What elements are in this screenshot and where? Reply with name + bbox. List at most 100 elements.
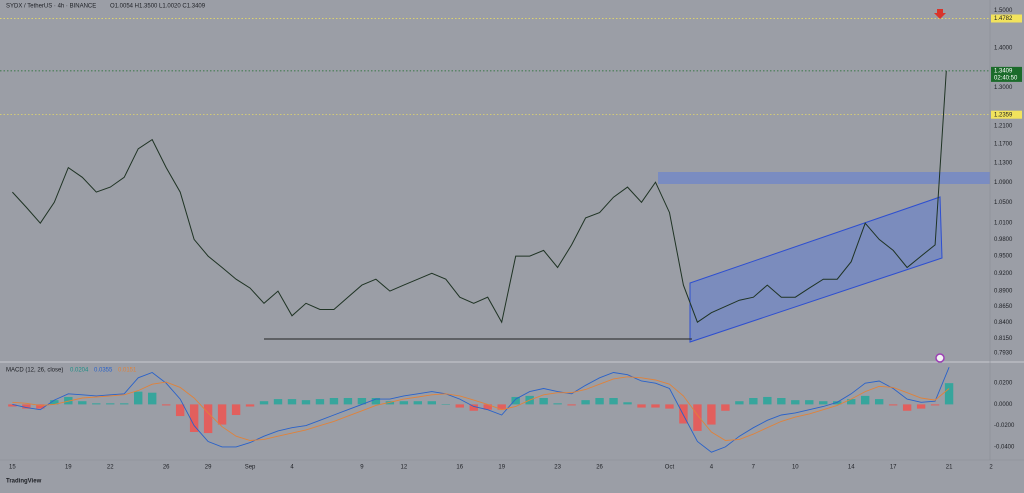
histogram-bar — [64, 396, 73, 405]
histogram-bar — [259, 401, 269, 405]
signal-line — [12, 376, 950, 441]
x-tick-label: 4 — [290, 465, 294, 471]
histogram-bar — [399, 401, 409, 405]
histogram-bar — [777, 398, 786, 405]
histogram-bar — [693, 404, 702, 431]
x-tick-label: 7 — [752, 465, 756, 471]
y-tick-label: 0.8650 — [994, 304, 1013, 310]
x-tick-label: 14 — [848, 465, 855, 471]
x-tick-label: 12 — [400, 465, 407, 471]
y-tick-label: -0.0200 — [994, 423, 1015, 429]
y-tick-label: 0.8150 — [994, 336, 1013, 342]
histogram-bar — [651, 404, 660, 408]
price-label: 1.3409 — [994, 68, 1013, 74]
histogram-bar — [469, 404, 478, 411]
histogram-bar — [217, 404, 227, 425]
y-tick-label: 0.9200 — [994, 271, 1013, 277]
price-label-box — [991, 14, 1022, 23]
y-tick-label: 1.0900 — [994, 180, 1013, 186]
histogram-bar — [819, 401, 828, 405]
y-tick-label: -0.0400 — [994, 444, 1015, 450]
histogram-bar — [847, 399, 856, 405]
down-arrow — [934, 9, 946, 19]
x-tick-label: 16 — [456, 465, 463, 471]
histogram-bar — [106, 403, 115, 405]
histogram-bar — [36, 404, 45, 409]
x-tick-label: 9 — [360, 465, 364, 471]
y-tick-label: 0.9800 — [994, 237, 1013, 243]
histogram-bar — [92, 403, 101, 405]
y-tick-label: 1.2100 — [994, 124, 1013, 130]
macd-title: MACD (12, 26, close) — [6, 368, 63, 374]
histogram-bar — [134, 391, 143, 405]
histogram-bar — [721, 404, 730, 411]
price-label: 1.4782 — [994, 16, 1013, 22]
x-tick-label: 29 — [205, 465, 212, 471]
y-tick-label: 1.1300 — [994, 160, 1013, 166]
y-tick-label: 0.0000 — [994, 402, 1013, 408]
histogram-bar — [441, 404, 450, 405]
histogram-bar — [273, 399, 283, 405]
x-tick-label: 10 — [792, 465, 799, 471]
countdown: 02:40:50 — [994, 75, 1018, 81]
macd-readout: 0.0204 — [70, 368, 89, 374]
rising-channel — [689, 196, 943, 343]
price-line-series — [12, 70, 947, 324]
y-tick-label: 0.9500 — [994, 254, 1013, 260]
histogram-bar — [944, 383, 954, 405]
alert-icon[interactable] — [935, 353, 945, 363]
y-tick-label: 0.7930 — [994, 351, 1013, 357]
price-label-box — [991, 110, 1022, 119]
histogram-bar — [357, 398, 367, 405]
histogram-bar — [707, 404, 716, 425]
x-tick-label: 4 — [710, 465, 714, 471]
x-tick-label: 26 — [596, 465, 603, 471]
histogram-bar — [301, 400, 311, 405]
x-tick-label: 17 — [890, 465, 897, 471]
histogram-bar — [805, 400, 814, 405]
histogram-bar — [371, 398, 381, 405]
histogram-bar — [413, 401, 423, 405]
histogram-bar — [539, 398, 548, 405]
histogram-bar — [637, 404, 646, 408]
histogram-bar — [791, 400, 800, 405]
histogram-bar — [50, 400, 59, 405]
ohlc-readout: O1.0054 H1.3500 L1.0020 C1.3409 — [110, 4, 206, 10]
histogram-bar — [385, 401, 395, 405]
histogram-bar — [902, 404, 912, 411]
histogram-bar — [553, 403, 562, 405]
histogram-bar — [343, 398, 353, 405]
y-tick-label: 1.0500 — [994, 200, 1013, 206]
histogram-bar — [497, 404, 506, 410]
x-tick-label: 26 — [163, 465, 170, 471]
macd-readout: 0.0355 — [94, 368, 113, 374]
histogram-bar — [175, 404, 185, 417]
histogram-bar — [581, 400, 590, 405]
histogram-bar — [315, 399, 325, 405]
price-label: 1.2359 — [994, 112, 1013, 118]
y-tick-label: 0.0200 — [994, 381, 1013, 387]
histogram-bar — [735, 401, 744, 405]
histogram-bar — [161, 404, 171, 406]
histogram-bar — [120, 403, 129, 405]
histogram-bar — [749, 398, 758, 405]
chart-title: SYDX / TetherUS · 4h · BINANCE — [6, 4, 96, 10]
histogram-bar — [329, 398, 339, 405]
histogram-bar — [679, 404, 688, 424]
x-tick-label: 19 — [498, 465, 505, 471]
y-tick-label: 1.1700 — [994, 142, 1013, 148]
y-tick-label: 1.3000 — [994, 85, 1013, 91]
histogram-bar — [189, 404, 199, 432]
histogram-bar — [930, 404, 940, 406]
x-tick-label: 2 — [989, 465, 993, 471]
histogram-bar — [8, 404, 17, 407]
histogram-bar — [763, 396, 772, 405]
x-tick-label: 23 — [554, 465, 561, 471]
histogram-bar — [833, 401, 842, 405]
histogram-bar — [595, 398, 604, 405]
histogram-bar — [245, 404, 255, 407]
histogram-bar — [78, 401, 87, 405]
x-tick-label: Oct — [665, 465, 675, 471]
x-tick-label: Sep — [245, 465, 256, 471]
